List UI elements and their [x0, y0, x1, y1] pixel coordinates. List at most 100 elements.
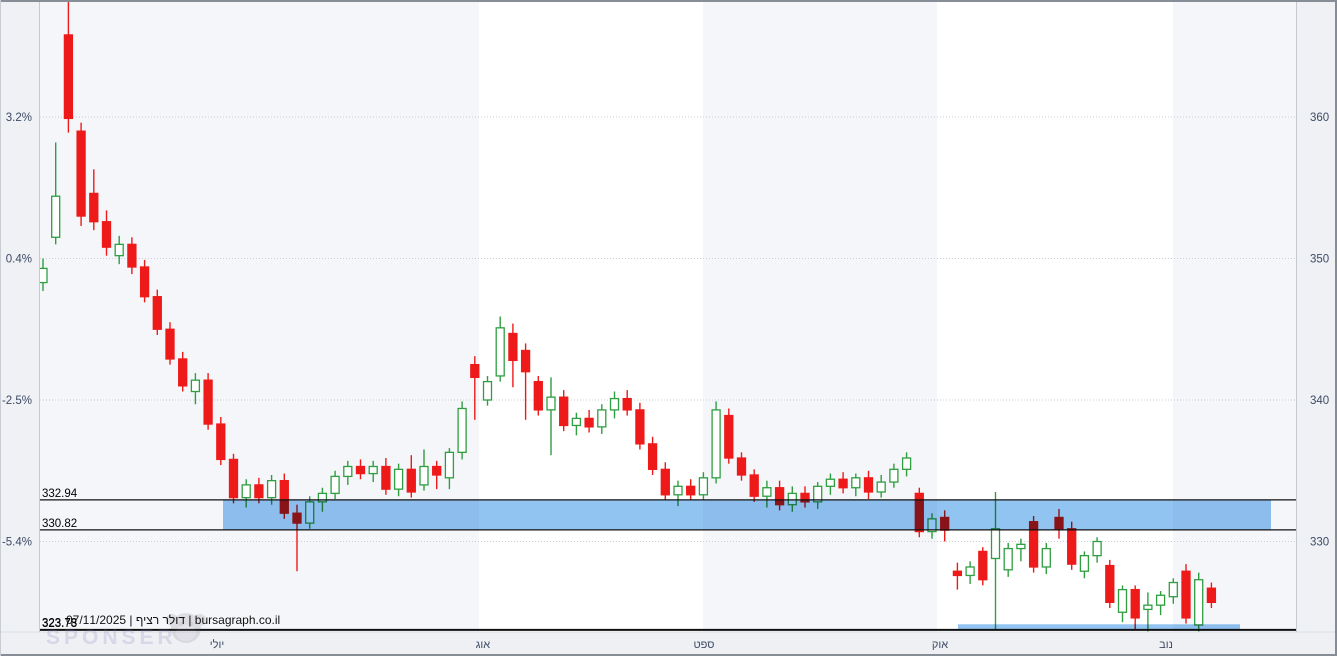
- left-axis-tick: 3.2%: [6, 112, 32, 124]
- candlestick: [724, 408, 734, 464]
- candlestick: [876, 474, 886, 498]
- candlestick: [736, 452, 747, 481]
- candlestick: [978, 547, 988, 586]
- candlestick: [1016, 538, 1026, 562]
- candlestick: [368, 460, 378, 483]
- candlestick: [711, 401, 721, 484]
- month-stripe: [40, 2, 479, 632]
- candlestick: [457, 401, 467, 460]
- candlestick: [1130, 585, 1140, 630]
- candlestick: [419, 449, 429, 491]
- candlestick: [495, 316, 505, 382]
- month-label: אוג: [476, 639, 491, 651]
- candlestick: [1181, 564, 1191, 624]
- candlestick: [406, 455, 416, 498]
- candlestick: [330, 470, 340, 500]
- candlestick: [533, 375, 543, 416]
- candlestick: [139, 259, 150, 303]
- candlestick: [1117, 585, 1128, 623]
- candlestick: [114, 235, 124, 265]
- candlestick: [952, 562, 963, 590]
- month-stripe: [703, 2, 937, 632]
- support-zone: [223, 499, 1271, 530]
- candlestick: [165, 322, 175, 365]
- candlestick: [609, 391, 620, 419]
- x-axis-strip: [0, 632, 1337, 654]
- candlestick: [40, 258, 48, 292]
- candlestick: [686, 479, 696, 501]
- candlestick: [1003, 542, 1013, 577]
- candlestick: [470, 356, 480, 420]
- candlestick: [1079, 551, 1090, 579]
- candlestick: [901, 452, 912, 477]
- candlestick: [1206, 582, 1217, 609]
- price-line-label: 332.94: [42, 488, 78, 500]
- candlestick: [1168, 578, 1178, 604]
- candlestick: [851, 473, 861, 497]
- month-label: ספט: [694, 639, 715, 651]
- candlestick: [228, 453, 239, 504]
- candlestick: [393, 463, 404, 497]
- candlestick: [381, 458, 391, 495]
- candlestick: [647, 436, 658, 475]
- candlestick: [190, 373, 201, 405]
- candlestick: [1155, 591, 1166, 616]
- candlestick: [559, 390, 569, 432]
- candlestick: [698, 472, 709, 501]
- candlestick: [482, 375, 493, 406]
- left-axis-tick: -5.4%: [2, 537, 32, 549]
- candlestick: [1041, 542, 1051, 575]
- support-zone: [958, 624, 1240, 630]
- candlestick: [203, 373, 213, 430]
- month-label: נוב: [1159, 639, 1173, 651]
- candlestick: [178, 351, 188, 392]
- left-axis-strip: [0, 2, 39, 632]
- month-label: יולי: [210, 638, 224, 651]
- candlestick: [584, 409, 594, 433]
- chart-footer-caption: 07/11/2025 | דולר רציף | bursagraph.co.i…: [66, 613, 281, 627]
- candlestick: [622, 390, 632, 416]
- candlestick: [597, 404, 607, 434]
- right-frame-border: [1335, 0, 1337, 656]
- candlestick: [63, 1, 74, 133]
- month-label: אוק: [932, 639, 948, 651]
- candlestick: [51, 142, 61, 245]
- bottom-frame-border: [0, 654, 1337, 656]
- candlestick: [216, 416, 226, 466]
- candlestick: [825, 473, 836, 495]
- candlestick: [838, 472, 848, 494]
- candlestick: [343, 460, 353, 485]
- candlestick: [1105, 559, 1115, 609]
- candlestick: [520, 343, 531, 420]
- candlestick: [635, 402, 645, 450]
- candlestick: [508, 323, 518, 388]
- candlestick: [355, 459, 366, 480]
- candlestick: [660, 462, 670, 501]
- candlestick: [101, 210, 112, 256]
- right-axis-tick: 350: [1310, 254, 1329, 266]
- price-line-label: 330.82: [42, 518, 77, 530]
- candlestick: [571, 412, 582, 436]
- candlestick: [546, 377, 556, 456]
- candlestick: [863, 470, 874, 500]
- candlestick: [749, 469, 759, 502]
- candlestick: [89, 169, 99, 231]
- price-line-label: 323.73: [42, 618, 77, 630]
- candlestick: [76, 122, 86, 226]
- candlestick: [254, 477, 264, 504]
- right-axis-strip: [1297, 2, 1337, 632]
- candlestick: [1143, 592, 1153, 632]
- candlestick: [432, 460, 442, 490]
- candlestick: [965, 561, 975, 584]
- candlestick: [127, 237, 137, 275]
- right-axis-tick: 340: [1310, 395, 1329, 407]
- left-axis-tick: 0.4%: [6, 254, 32, 266]
- candlestick: [889, 463, 899, 488]
- candlestick: [1092, 537, 1102, 563]
- left-axis-tick: -2.5%: [2, 395, 32, 407]
- price-line-label: 323.78: [42, 618, 77, 630]
- top-frame-border: [0, 0, 1337, 2]
- candlestick: [152, 289, 162, 335]
